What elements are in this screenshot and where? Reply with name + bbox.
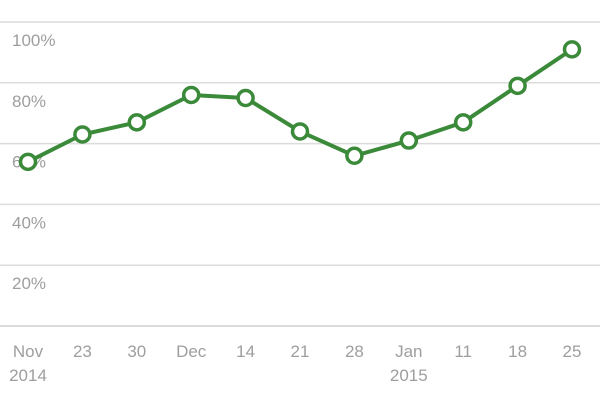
x-axis-tick-labels: Nov 2014 23 30 Dec 14 21 28 Jan 2015 11 18 25	[9, 342, 581, 385]
data-point	[18, 152, 38, 172]
x-tick-label: Dec	[176, 342, 207, 361]
x-tick-year-label: 2014	[9, 366, 47, 385]
data-point	[73, 125, 92, 144]
data-point	[562, 40, 582, 59]
x-tick-label: Jan	[395, 342, 422, 361]
x-tick-label: 23	[73, 342, 92, 361]
x-tick-label: 28	[345, 342, 364, 361]
series-line	[26, 47, 574, 164]
y-tick-label: 100%	[12, 31, 55, 50]
y-tick-label: 80%	[12, 92, 46, 111]
x-tick-label: 21	[291, 342, 310, 361]
data-point	[345, 146, 364, 166]
data-point	[399, 131, 419, 150]
x-tick-label: 11	[454, 342, 472, 361]
data-point	[508, 76, 527, 96]
x-tick-label: Nov	[13, 342, 44, 361]
x-tick-label: 25	[563, 342, 582, 361]
gridlines	[0, 21, 600, 327]
y-tick-label: 20%	[12, 274, 46, 293]
data-point	[453, 113, 473, 132]
data-point	[290, 122, 310, 141]
x-tick-label: 30	[127, 342, 146, 361]
y-tick-label: 40%	[12, 213, 46, 232]
x-tick-label: 18	[508, 342, 527, 361]
data-point	[181, 85, 201, 105]
x-tick-year-label: 2015	[390, 366, 428, 385]
series-layer	[18, 40, 582, 172]
data-point	[236, 88, 255, 108]
data-point	[127, 113, 147, 132]
x-tick-label: 14	[236, 342, 255, 361]
